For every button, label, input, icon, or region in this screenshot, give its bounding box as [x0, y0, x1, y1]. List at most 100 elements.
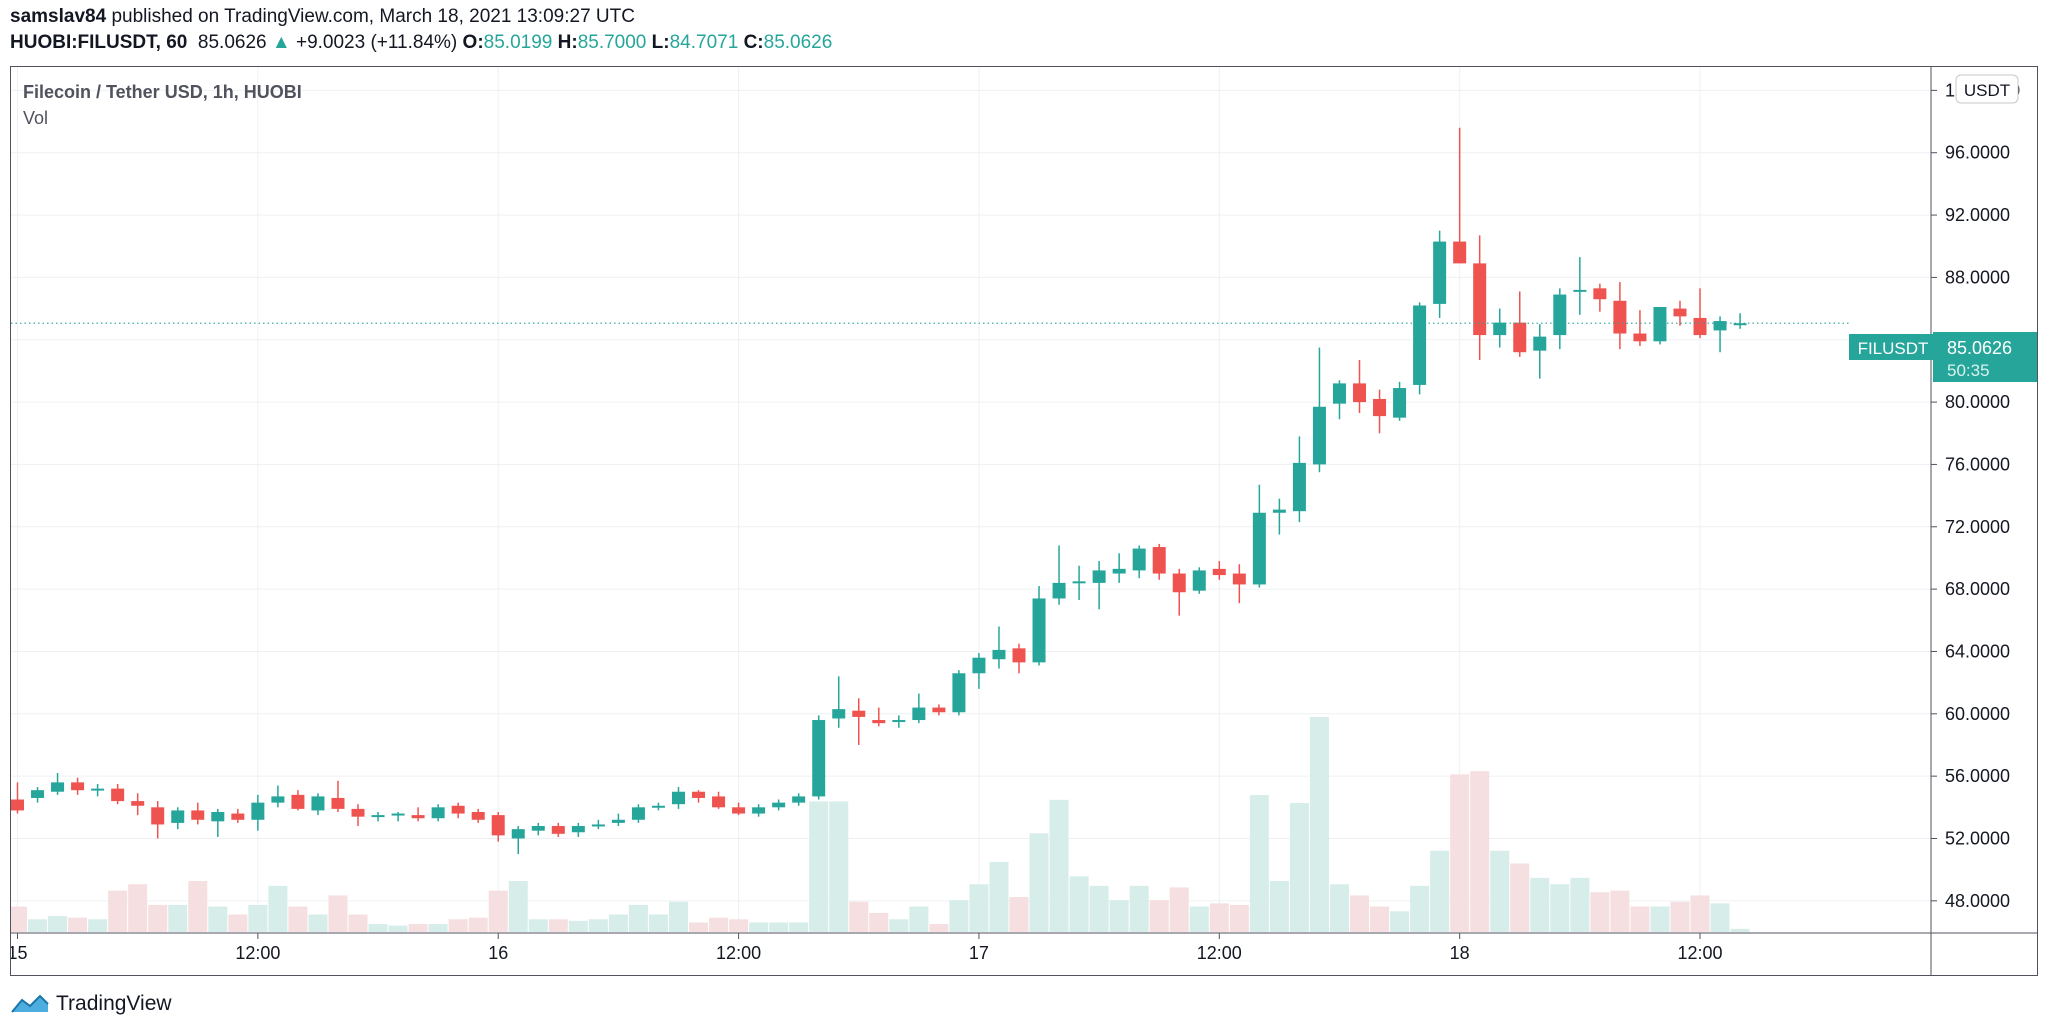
candle-body — [1032, 598, 1046, 663]
volume-bar — [288, 906, 308, 932]
y-tick-label: 52.0000 — [1945, 828, 2010, 848]
candle-body — [471, 811, 485, 820]
volume-bar — [1570, 877, 1590, 932]
candle-body — [1633, 333, 1647, 342]
candle-body — [692, 791, 706, 798]
high-value: 85.7000 — [577, 32, 647, 53]
volume-bar — [88, 919, 108, 932]
volume-bar — [1309, 717, 1329, 932]
volume-bar — [1470, 771, 1490, 932]
author-name[interactable]: samslav84 — [10, 6, 107, 27]
symbol-label[interactable]: HUOBI:FILUSDT, 60 — [10, 32, 188, 53]
candle-body — [1092, 570, 1106, 583]
candle-body — [1413, 305, 1427, 385]
volume-bar — [1350, 895, 1370, 932]
candle-body — [151, 807, 165, 825]
volume-bar — [1410, 885, 1430, 932]
volume-bar — [869, 912, 889, 932]
candle-body — [812, 720, 826, 797]
candle-body — [872, 720, 886, 724]
volume-bar — [1610, 890, 1630, 932]
volume-bar — [168, 904, 188, 932]
volume-bar — [829, 801, 849, 932]
last-price-tag-value: 85.0626 — [1947, 338, 2012, 358]
candle-body — [1593, 288, 1607, 300]
volume-bar — [1049, 799, 1069, 932]
countdown-timer: 50:35 — [1947, 361, 1990, 380]
y-tick-label: 76.0000 — [1945, 454, 2010, 474]
volume-bar — [1690, 895, 1710, 932]
candle-body — [591, 824, 605, 827]
volume-bar — [608, 914, 628, 932]
candle-body — [231, 813, 245, 820]
currency-badge[interactable]: USDT — [1955, 74, 2019, 104]
grid-lines — [11, 67, 1931, 932]
candle-body — [1713, 321, 1727, 331]
volume-bar — [1670, 901, 1690, 932]
candle-body — [1613, 300, 1627, 334]
volume-bar — [408, 924, 428, 932]
candle-body — [1433, 241, 1447, 304]
volume-bar — [668, 901, 688, 932]
volume-bar — [1530, 877, 1550, 932]
volume-bar — [468, 917, 488, 932]
candle-body — [792, 796, 806, 803]
candle-body — [1332, 383, 1346, 404]
volume-bar — [28, 919, 48, 932]
candle-body — [972, 657, 986, 674]
change-value: +9.0023 (+11.84%) — [295, 32, 458, 53]
candle-body — [511, 829, 525, 839]
candle-body — [391, 813, 405, 816]
footer-brand-text: TradingView — [56, 992, 172, 1015]
volume-bar — [1089, 885, 1109, 932]
volume-bar — [1370, 906, 1390, 932]
candle-body — [331, 797, 345, 809]
x-tick-label: 12:00 — [235, 943, 280, 963]
candle-body — [1473, 263, 1487, 336]
volume-bar — [568, 920, 588, 932]
volume-bar — [1249, 795, 1269, 932]
candle-body — [1252, 512, 1266, 585]
tradingview-logo-icon — [11, 994, 49, 1013]
currency-badge-text: USDT — [1964, 81, 2010, 100]
candle-body — [952, 673, 966, 713]
y-tick-label: 64.0000 — [1945, 641, 2010, 661]
y-tick-label: 92.0000 — [1945, 205, 2010, 225]
y-tick-label: 60.0000 — [1945, 704, 2010, 724]
x-tick-label: 12:00 — [716, 943, 761, 963]
candle-body — [852, 710, 866, 717]
volume-bar — [1650, 906, 1670, 932]
candle-body — [1373, 398, 1387, 417]
volume-bar — [709, 917, 729, 932]
candle-body — [1132, 548, 1146, 571]
volume-bar — [1169, 887, 1189, 932]
candle-body — [932, 707, 946, 713]
candle-body — [291, 794, 305, 809]
open-value: 85.0199 — [483, 32, 553, 53]
volume-bar — [1069, 876, 1089, 932]
candle-body — [451, 805, 465, 814]
candle-body — [71, 782, 85, 791]
candle-body — [1272, 509, 1286, 513]
candle-body — [31, 790, 45, 798]
footer-brand[interactable]: TradingView — [10, 992, 172, 1016]
volume-bar — [1510, 863, 1530, 932]
candle-body — [131, 801, 145, 806]
volume-bar — [789, 922, 809, 932]
volume-bar — [328, 895, 348, 932]
candle-body — [351, 808, 365, 817]
candlestick-chart[interactable]: 48.0000 52.0000 56.0000 60.0000 64.0000 68.00… — [11, 67, 2037, 975]
candle-body — [1072, 581, 1086, 584]
candle-body — [251, 802, 265, 820]
published-text: published on TradingView.com, March 18, … — [111, 6, 635, 27]
pane-title: Filecoin / Tether USD, 1h, HUOBI — [23, 82, 302, 102]
candle-body — [1673, 308, 1687, 317]
volume-bar — [1209, 903, 1229, 932]
candle-body — [1112, 568, 1126, 574]
chart-frame[interactable]: 48.0000 52.0000 56.0000 60.0000 64.0000 68.00… — [10, 66, 2038, 976]
high-label: H: — [557, 32, 578, 53]
candle-body — [1052, 582, 1066, 599]
volume-bar — [448, 919, 468, 932]
volume-bar — [228, 914, 248, 932]
volume-bar — [528, 919, 548, 932]
